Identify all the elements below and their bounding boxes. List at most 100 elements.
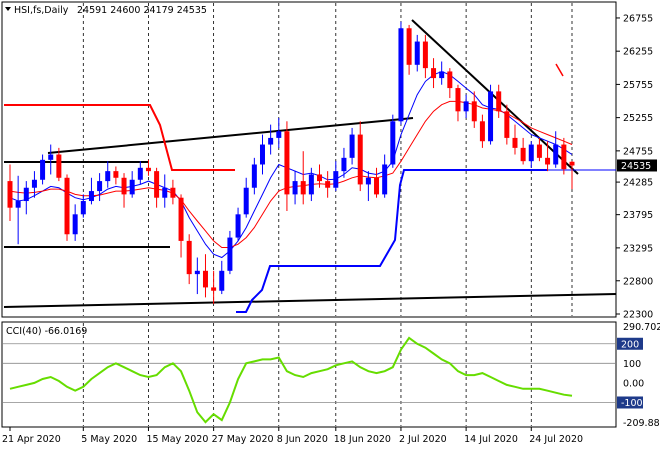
moving-average-layer (9, 70, 573, 259)
candle-bearish (545, 157, 551, 165)
date-tick-label: 2 Jul 2020 (399, 434, 447, 445)
candle-bullish (194, 270, 200, 275)
candle-bearish (406, 28, 412, 65)
candle-bullish (414, 41, 420, 65)
candle-bearish (56, 154, 62, 178)
cci-tick-label: 290.7027 (623, 322, 660, 333)
candle-bullish (72, 214, 78, 235)
moving-average-fast (9, 70, 573, 259)
candle-bullish (15, 201, 21, 208)
candle-bullish (308, 174, 314, 195)
candle-bullish (553, 144, 559, 165)
candle-bullish (243, 187, 249, 215)
price-tick-label: 22800 (623, 276, 653, 287)
candle-bullish (333, 171, 339, 188)
price-tick-label: 26755 (623, 13, 653, 24)
drawn-mark-red (555, 63, 564, 77)
date-tick-label: 14 Jul 2020 (464, 434, 518, 445)
ohlc-label: 24591 24600 24179 24535 (77, 5, 207, 16)
price-axis: 26755 26255 25755 25255 24755 24535 24285 23795… (616, 13, 657, 321)
candle-bullish (439, 71, 445, 79)
trendline-falling[interactable] (411, 19, 579, 175)
time-axis: 21 Apr 2020 5 May 2020 15 May 2020 27 May 2… (2, 427, 583, 445)
candle-bullish (31, 179, 37, 188)
candle-bearish (471, 101, 477, 122)
candle-layer (7, 21, 575, 305)
candle-bullish (268, 137, 274, 145)
date-tick-label: 21 Apr 2020 (2, 434, 61, 445)
candle-bullish (276, 131, 282, 138)
candle-bullish (80, 201, 86, 215)
candle-bearish (561, 144, 567, 170)
candle-bullish (488, 91, 494, 142)
candle-bullish (259, 144, 265, 165)
candle-bearish (422, 41, 428, 69)
price-tick-label: 22300 (623, 310, 653, 321)
price-tick-label: 26255 (623, 47, 653, 58)
candle-bearish (431, 68, 437, 79)
current-price-label: 24535 (621, 161, 651, 172)
candle-bullish (48, 154, 54, 160)
candle-bearish (455, 88, 461, 112)
cci-level-badge (617, 396, 643, 409)
candle-bullish (382, 164, 388, 195)
candle-bullish (227, 237, 233, 271)
current-price-badge (617, 159, 657, 172)
candle-bullish (365, 177, 371, 185)
triangle-down-icon[interactable] (5, 7, 11, 11)
candle-bearish (317, 174, 323, 182)
candle-bearish (154, 171, 160, 198)
candle-bullish (137, 167, 143, 180)
cci-label: CCI(40) -66.0169 (6, 326, 87, 337)
candle-bullish (528, 144, 534, 162)
date-tick-label: 18 Jun 2020 (334, 434, 391, 445)
date-tick-label: 8 Jun 2020 (277, 434, 328, 445)
trendline-lower-support[interactable] (3, 293, 617, 308)
candle-bearish (121, 177, 127, 195)
date-tick-label: 27 May 2020 (212, 434, 274, 445)
trendline-upper-rising[interactable] (47, 117, 414, 154)
candle-bearish (325, 181, 331, 188)
cci-pane-frame (1, 321, 617, 428)
candle-bullish (40, 159, 46, 180)
candle-bearish (170, 187, 176, 198)
trendline-layer (3, 19, 617, 308)
cci-tick-label: 100 (623, 359, 641, 370)
price-tick-label: 23295 (623, 243, 653, 254)
cci-tick-label: -209.886 (623, 418, 660, 429)
date-tick-label: 5 May 2020 (81, 434, 137, 445)
candle-bullish (88, 191, 94, 202)
candle-bearish (479, 121, 485, 142)
candle-bullish (129, 179, 135, 195)
candle-bullish (105, 171, 111, 182)
candle-bearish (7, 181, 13, 208)
candle-bearish (145, 167, 151, 172)
candle-bullish (97, 181, 103, 192)
candle-bullish (341, 157, 347, 172)
candle-bearish (512, 137, 518, 148)
candle-bearish (300, 181, 306, 195)
candle-bearish (202, 270, 208, 288)
date-tick-label: 24 Jul 2020 (529, 434, 583, 445)
candle-bearish (113, 171, 119, 178)
candle-bullish (219, 270, 225, 291)
cci-line (9, 336, 573, 424)
candle-bullish (390, 121, 396, 165)
candle-bearish (211, 287, 217, 291)
cci-tick-label: 0.00 (623, 378, 644, 389)
symbol-label: HSI,fs,Daily (14, 5, 69, 16)
candle-bullish (463, 101, 469, 112)
price-tick-label: 25255 (623, 113, 653, 124)
candle-bullish (23, 187, 29, 202)
price-tick-label: 25755 (623, 80, 653, 91)
candle-bearish (496, 91, 502, 112)
cci-layer: 290.7027 200 100 0.00 -100 -209.886 (3, 322, 660, 429)
candle-bearish (504, 111, 510, 138)
cci-level-badge (617, 337, 643, 350)
candle-bearish (569, 161, 575, 166)
candle-bearish (284, 131, 290, 195)
candle-bearish (178, 197, 184, 241)
